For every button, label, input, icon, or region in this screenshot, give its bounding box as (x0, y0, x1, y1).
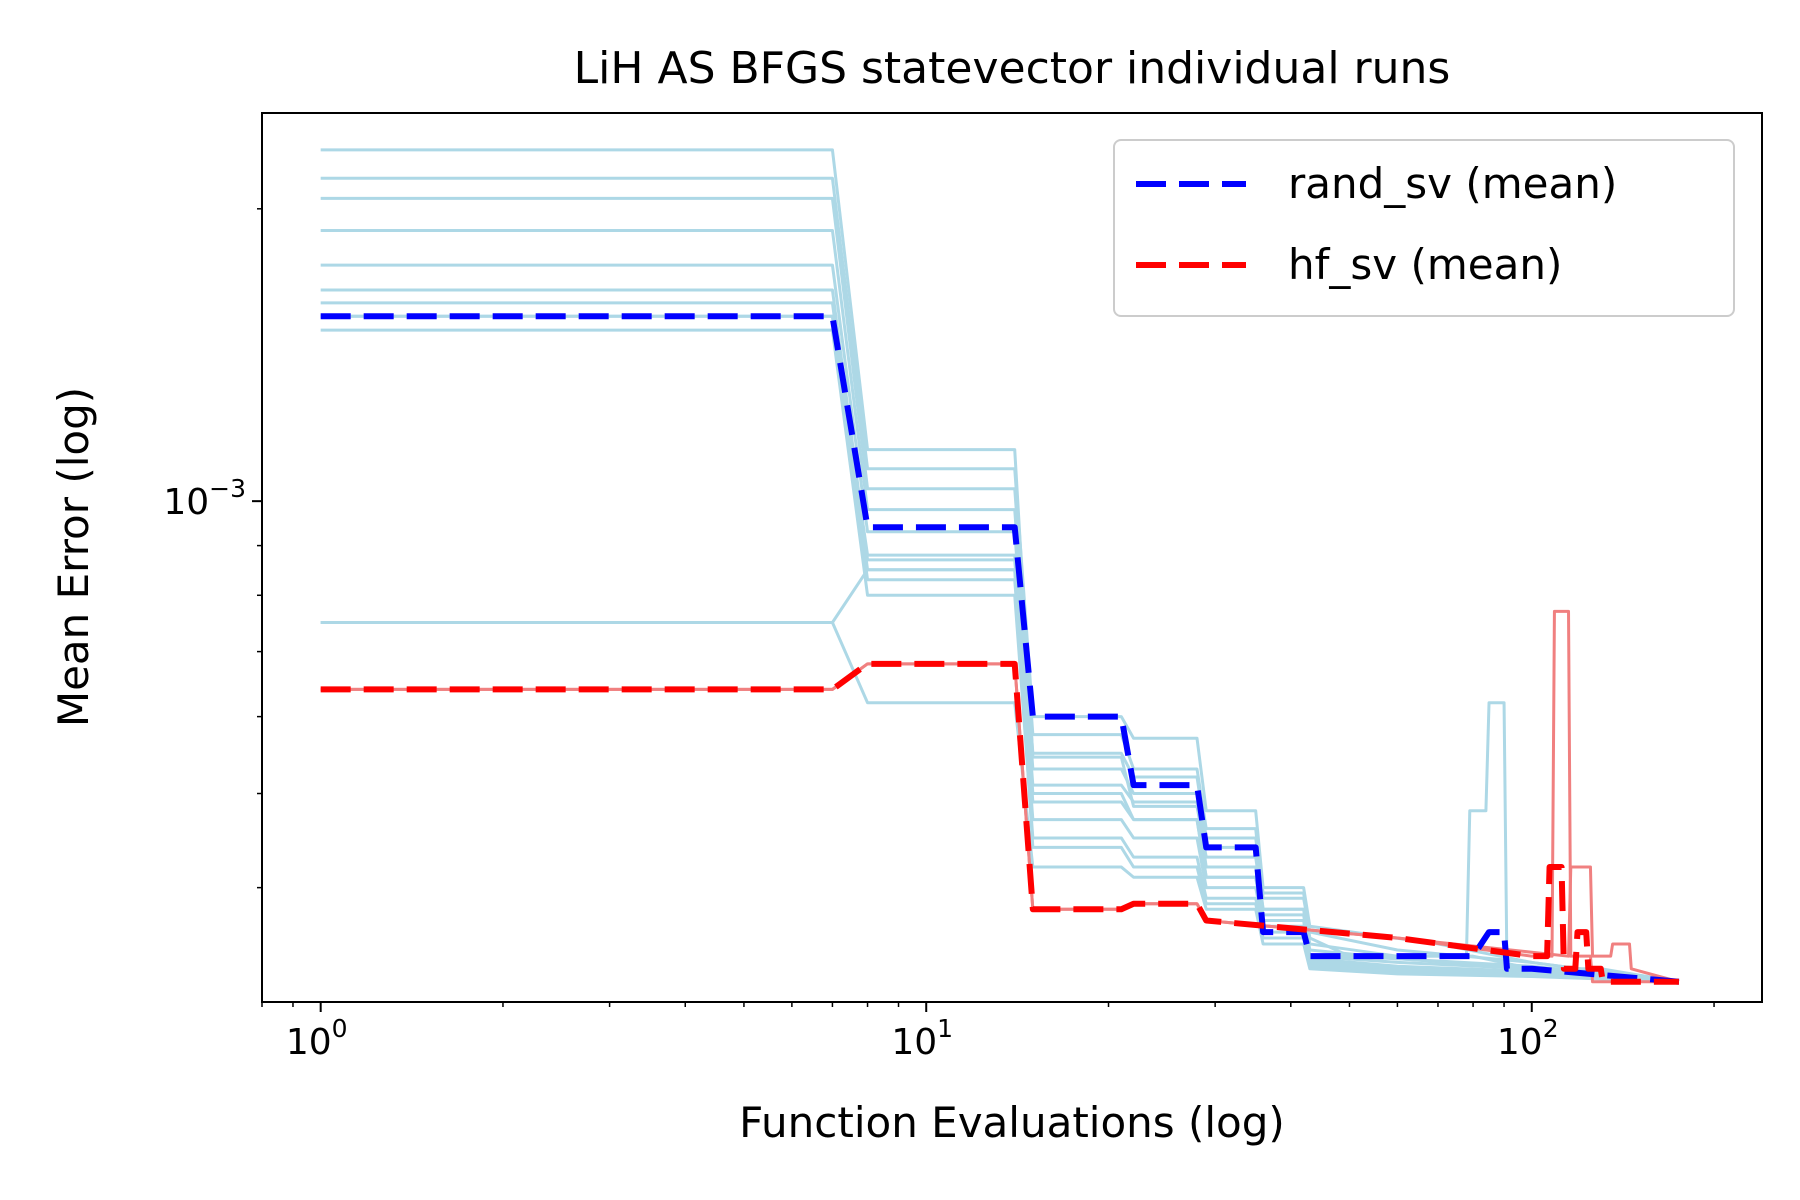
legend-box (1113, 139, 1735, 317)
legend: rand_sv (mean) hf_sv (mean) (1113, 139, 1735, 317)
y-axis: 10−3 (163, 208, 262, 889)
hf-mean-line (320, 660, 1679, 985)
rand-run-line-10 (320, 568, 1680, 984)
y-tick-label: 10−3 (163, 474, 246, 523)
y-axis-label: Mean Error (log) (49, 387, 98, 727)
plot-frame (261, 112, 1763, 1003)
x-tick-label: 101 (891, 1014, 953, 1063)
x-axis: 100 101 102 (261, 1002, 1715, 1063)
rand-mean-line (320, 313, 1680, 985)
legend-label-hf-mean: hf_sv (mean) (1288, 240, 1562, 289)
mean-lines (320, 313, 1680, 985)
rand-run-line-9 (320, 328, 1680, 984)
legend-label-rand-mean: rand_sv (mean) (1288, 159, 1617, 208)
chart-title: LiH AS BFGS statevector individual runs (574, 43, 1451, 94)
rand-run-line-11 (320, 621, 1679, 984)
x-tick-label: 100 (286, 1014, 348, 1063)
x-tick-label: 102 (1497, 1014, 1559, 1063)
x-axis-label: Function Evaluations (log) (739, 1098, 1285, 1147)
